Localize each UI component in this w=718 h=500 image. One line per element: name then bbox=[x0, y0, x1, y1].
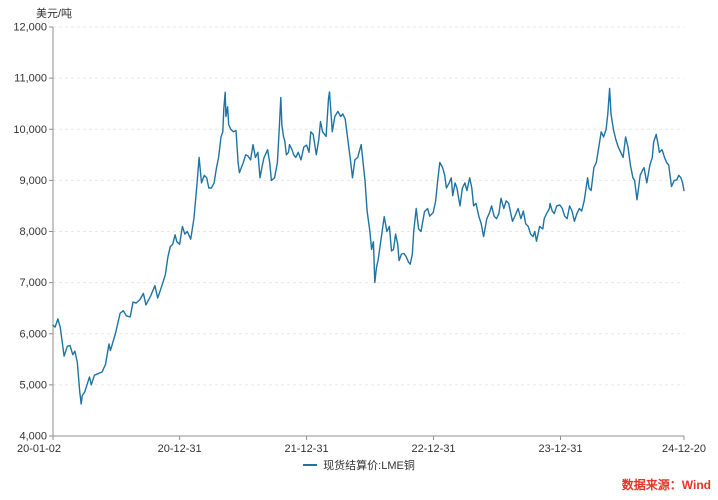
legend-line-swatch bbox=[303, 464, 318, 466]
x-tick-label: 20-01-02 bbox=[17, 443, 61, 455]
y-axis-unit-label: 美元/吨 bbox=[36, 8, 73, 20]
legend-series-label: 现货结算价:LME铜 bbox=[323, 460, 415, 472]
y-tick-label: 11,000 bbox=[14, 73, 47, 85]
y-tick-label: 10,000 bbox=[13, 124, 47, 136]
y-tick-label: 7,000 bbox=[19, 277, 47, 289]
series-line-lme-copper bbox=[52, 87, 685, 405]
y-tick-label: 9,000 bbox=[19, 175, 47, 187]
y-tick-label: 4,000 bbox=[19, 431, 47, 443]
x-tick-label: 23-12-31 bbox=[538, 443, 582, 455]
x-tick-label: 20-12-31 bbox=[158, 443, 202, 455]
y-tick-label: 6,000 bbox=[19, 328, 47, 340]
x-tick-label: 21-12-31 bbox=[285, 443, 329, 455]
y-tick-label: 12,000 bbox=[13, 22, 47, 34]
legend: 现货结算价:LME铜 bbox=[0, 457, 718, 473]
x-tick-label: 22-12-31 bbox=[412, 443, 456, 455]
data-source-note: 数据来源：Wind bbox=[621, 478, 711, 492]
x-tick-label: 24-12-20 bbox=[662, 443, 706, 455]
y-tick-label: 5,000 bbox=[19, 379, 47, 391]
y-tick-label: 8,000 bbox=[19, 226, 47, 238]
